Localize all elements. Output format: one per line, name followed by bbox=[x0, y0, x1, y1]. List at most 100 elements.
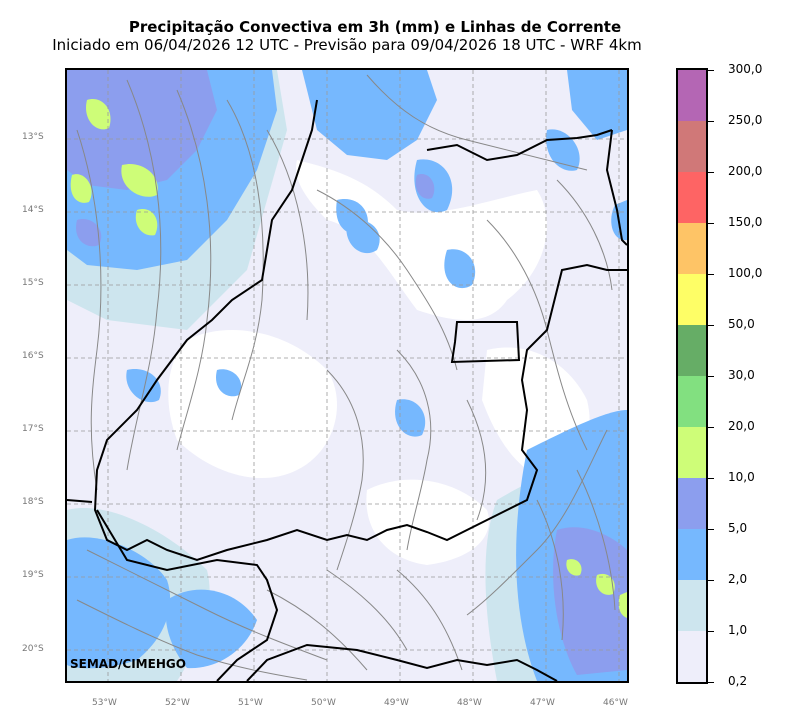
colorbar-level-label: 10,0 bbox=[728, 470, 755, 484]
lon-label: 48°W bbox=[457, 698, 482, 708]
lon-label: 49°W bbox=[384, 698, 409, 708]
streamline bbox=[226, 99, 264, 421]
colorbar-tick bbox=[708, 172, 714, 173]
state-border-west-top bbox=[67, 499, 93, 503]
streamline bbox=[76, 129, 102, 491]
colorbar-level-label: 2,0 bbox=[728, 572, 748, 586]
streamline bbox=[396, 569, 463, 671]
colorbar-segment bbox=[678, 274, 706, 325]
precip-violet-nw bbox=[67, 70, 217, 190]
colorbar-tick bbox=[708, 529, 714, 530]
chart-title: Precipitação Convectiva em 3h (mm) e Lin… bbox=[128, 18, 622, 36]
colorbar-tick bbox=[708, 223, 714, 224]
colorbar-segment bbox=[678, 376, 706, 427]
state-borders bbox=[67, 99, 627, 681]
lat-label: 18°S bbox=[22, 497, 44, 507]
streamline bbox=[536, 499, 564, 641]
precip-green-3 bbox=[70, 174, 92, 203]
precip-blue-ne bbox=[567, 70, 627, 140]
streamline bbox=[126, 79, 162, 471]
lon-label: 53°W bbox=[92, 698, 117, 708]
precip-blue-patch-4 bbox=[444, 249, 476, 289]
colorbar-level-label: 1,0 bbox=[728, 623, 748, 637]
colorbar-level-label: 5,0 bbox=[728, 521, 748, 535]
colorbar-tick bbox=[708, 376, 714, 377]
state-border-east bbox=[605, 129, 627, 246]
lat-label: 17°S bbox=[22, 424, 44, 434]
precip-green-4 bbox=[135, 209, 158, 236]
precipitation-field bbox=[67, 70, 627, 681]
colorbar bbox=[676, 68, 708, 684]
lon-label: 51°W bbox=[238, 698, 263, 708]
precip-blue-south bbox=[165, 589, 257, 669]
map-panel bbox=[65, 68, 629, 683]
precip-violet-patch-1 bbox=[415, 174, 435, 199]
colorbar-segment bbox=[678, 121, 706, 172]
streamline bbox=[466, 399, 487, 521]
lat-label: 20°S bbox=[22, 644, 44, 654]
streamline bbox=[316, 189, 458, 371]
streamline bbox=[396, 349, 432, 551]
streamline bbox=[576, 469, 616, 611]
colorbar-tick bbox=[708, 580, 714, 581]
precip-blue-north bbox=[302, 70, 437, 160]
dry-region-south bbox=[366, 479, 489, 565]
precip-blue-patch-6 bbox=[216, 369, 242, 397]
streamline bbox=[326, 369, 364, 571]
precip-green-7 bbox=[566, 559, 582, 576]
goias-border-south bbox=[96, 509, 279, 681]
streamline bbox=[366, 74, 588, 171]
colorbar-segment bbox=[678, 529, 706, 580]
colorbar-level-label: 150,0 bbox=[728, 215, 763, 229]
precip-blue-patch-7 bbox=[126, 369, 161, 403]
colorbar-segment bbox=[678, 325, 706, 376]
colorbar-tick bbox=[708, 121, 714, 122]
streamline bbox=[326, 569, 408, 651]
streamline bbox=[76, 599, 308, 681]
colorbar-segment bbox=[678, 580, 706, 631]
colorbar-segment bbox=[678, 478, 706, 529]
colorbar-level-label: 100,0 bbox=[728, 266, 763, 280]
colorbar-tick bbox=[708, 478, 714, 479]
state-border-southeast bbox=[246, 643, 558, 681]
colorbar-tick bbox=[708, 70, 714, 71]
chart-subtitle: Iniciado em 06/04/2026 12 UTC - Previsão… bbox=[52, 36, 642, 54]
colorbar-segment bbox=[678, 172, 706, 223]
dry-region-north bbox=[296, 160, 547, 320]
precip-green-5 bbox=[596, 573, 615, 595]
colorbar-segment bbox=[678, 427, 706, 478]
df-border bbox=[450, 321, 521, 364]
colorbar-tick bbox=[708, 631, 714, 632]
streamline bbox=[466, 429, 608, 616]
lon-label: 52°W bbox=[165, 698, 190, 708]
colorbar-segment bbox=[678, 631, 706, 682]
colorbar-level-label: 250,0 bbox=[728, 113, 763, 127]
colorbar-tick bbox=[708, 274, 714, 275]
lat-label: 19°S bbox=[22, 570, 44, 580]
precip-green-2 bbox=[121, 164, 158, 197]
lon-label: 46°W bbox=[603, 698, 628, 708]
dry-region-central bbox=[168, 330, 337, 479]
precip-green-6 bbox=[618, 592, 627, 618]
streamline bbox=[266, 589, 368, 671]
lat-label: 14°S bbox=[22, 205, 44, 215]
streamline bbox=[556, 179, 613, 291]
colorbar-level-label: 0,2 bbox=[728, 674, 748, 688]
colorbar-level-label: 200,0 bbox=[728, 164, 763, 178]
colorbar-level-label: 50,0 bbox=[728, 317, 755, 331]
colorbar-segment bbox=[678, 70, 706, 121]
lat-label: 13°S bbox=[22, 132, 44, 142]
goias-border bbox=[93, 99, 627, 562]
credit-label: SEMAD/CIMEHGO bbox=[70, 657, 186, 671]
colorbar-tick bbox=[708, 325, 714, 326]
colorbar-level-label: 300,0 bbox=[728, 62, 763, 76]
colorbar-tick bbox=[708, 427, 714, 428]
lat-label: 16°S bbox=[22, 351, 44, 361]
precip-blue-patch-5 bbox=[395, 399, 426, 437]
lon-label: 47°W bbox=[530, 698, 555, 708]
state-border-north bbox=[426, 129, 613, 162]
precip-blue-sw bbox=[67, 537, 171, 669]
colorbar-tick bbox=[708, 682, 714, 683]
colorbar-segment bbox=[678, 223, 706, 274]
streamline bbox=[266, 129, 309, 321]
